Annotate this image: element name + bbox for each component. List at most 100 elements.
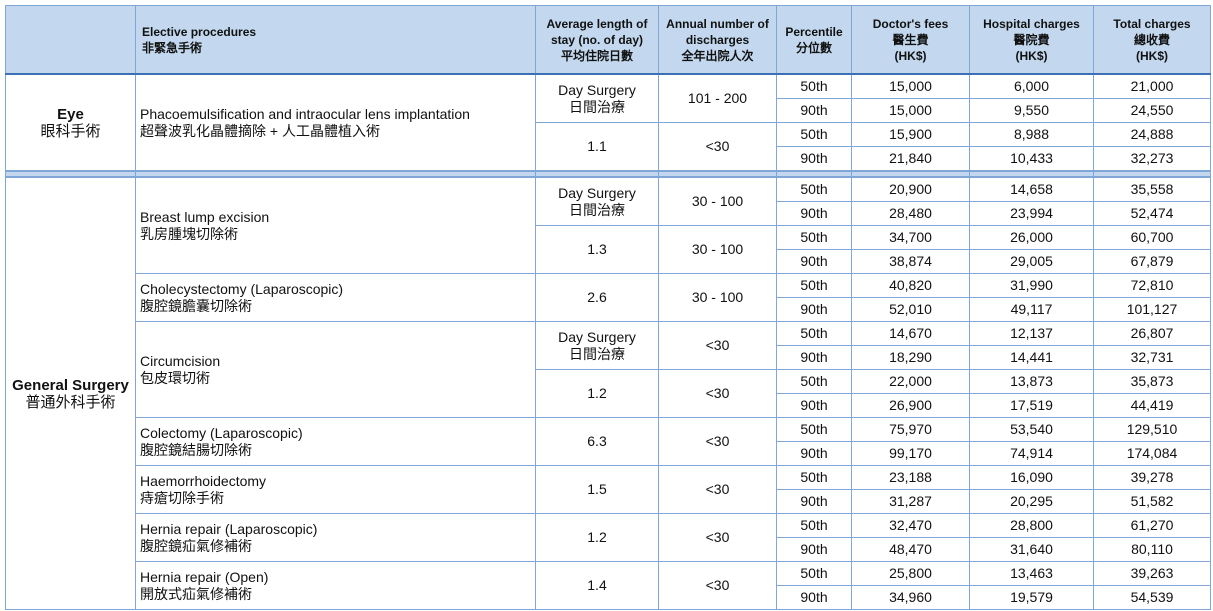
percentile-cell: 90th — [776, 201, 852, 226]
annual-discharges: <30 — [658, 465, 777, 514]
length-of-stay-value: Day Surgery — [558, 81, 636, 98]
percentile-cell: 50th — [776, 465, 852, 490]
category-name-en: General Surgery — [12, 376, 129, 394]
length-of-stay-value: Day Surgery — [558, 184, 636, 201]
hospital-charge-cell: 14,441 — [969, 345, 1094, 370]
doctor-fee-cell: 15,900 — [851, 122, 970, 147]
procedure-name-zh: 包皮環切術 — [140, 369, 210, 386]
doctor-fee-cell: 52,010 — [851, 297, 970, 322]
procedure-name-zh: 開放式疝氣修補術 — [140, 585, 252, 602]
length-of-stay: 2.6 — [535, 273, 659, 322]
total-charge-cell: 52,474 — [1093, 201, 1211, 226]
percentile-cell: 50th — [776, 321, 852, 346]
hospital-charge-cell: 28,800 — [969, 513, 1094, 538]
header-hospital-en: Hospital charges — [983, 16, 1080, 31]
doctor-fee-cell: 25,800 — [851, 561, 970, 586]
total-charge-cell: 26,807 — [1093, 321, 1211, 346]
header-percentile-zh: 分位數 — [795, 40, 832, 55]
table-row: Colectomy (Laparoscopic) 腹腔鏡結腸切除術 6.3 <30 50… — [6, 417, 1211, 466]
total-charge-cell: 72,810 — [1093, 273, 1211, 298]
procedure-name: Colectomy (Laparoscopic) 腹腔鏡結腸切除術 — [135, 417, 536, 466]
table-row: 1.1 <30 50th 15,900 8,988 24,888 — [6, 122, 1211, 172]
hospital-charge-cell: 31,640 — [969, 537, 1094, 562]
header-percentile: Percentile 分位數 — [776, 5, 852, 75]
procedure-name-en: Hernia repair (Open) — [140, 568, 269, 585]
length-of-stay: 1.3 — [535, 225, 659, 274]
table-row: Hernia repair (Open) 開放式疝氣修補術 1.4 <30 50th 25… — [6, 561, 1211, 610]
length-of-stay: 1.2 — [535, 369, 659, 418]
total-charge-cell: 174,084 — [1093, 441, 1211, 466]
length-of-stay-value: 6.3 — [587, 433, 607, 449]
header-row: Elective procedures 非緊急手術 Average length… — [5, 5, 1211, 75]
hospital-charge-cell: 53,540 — [969, 417, 1094, 442]
table-row: 90th 38,874 29,005 67,879 — [6, 249, 1211, 274]
hospital-charge-cell: 16,090 — [969, 465, 1094, 490]
percentile-cell: 50th — [776, 225, 852, 250]
hospital-charge-cell: 6,000 — [969, 73, 1094, 99]
percentile-cell: 90th — [776, 146, 852, 172]
percentile-cell: 90th — [776, 345, 852, 370]
table-row: Haemorrhoidectomy 痔瘡切除手術 1.5 <30 50th 23,188 1… — [6, 465, 1211, 514]
table-row: Cholecystectomy (Laparoscopic) 腹腔鏡膽囊切除術 2.… — [6, 273, 1211, 322]
length-of-stay: Day Surgery 日間治療 — [535, 73, 659, 123]
procedure-name-zh: 腹腔鏡疝氣修補術 — [140, 537, 252, 554]
percentile-cell: 90th — [776, 393, 852, 418]
length-of-stay-zh: 日間治療 — [569, 345, 625, 362]
hospital-charge-cell: 14,658 — [969, 176, 1094, 202]
header-doctor-fees: Doctor's fees 醫生費 (HK$) — [851, 5, 970, 75]
category-eye: Eye 眼科手術 — [5, 73, 136, 172]
total-charge-cell: 44,419 — [1093, 393, 1211, 418]
total-charge-cell: 39,278 — [1093, 465, 1211, 490]
header-procedure-zh: 非緊急手術 — [142, 40, 203, 55]
table-row: 1.3 30 - 100 50th 34,700 26,000 60,700 — [6, 225, 1211, 274]
annual-discharges: <30 — [658, 561, 777, 610]
percentile-cell: 50th — [776, 73, 852, 99]
length-of-stay-zh: 日間治療 — [569, 201, 625, 218]
percentile-cell: 50th — [776, 417, 852, 442]
header-total-zh: 總收費 — [1133, 32, 1170, 47]
doctor-fee-cell: 22,000 — [851, 369, 970, 394]
header-discharges: Annual number of discharges 全年出院人次 — [658, 5, 777, 75]
table-row: 90th 21,840 10,433 32,273 — [6, 146, 1211, 172]
percentile-cell: 50th — [776, 273, 852, 298]
table-row: 90th 52,010 49,117 101,127 — [6, 297, 1211, 322]
hospital-charge-cell: 23,994 — [969, 201, 1094, 226]
header-stay-zh: 平均住院日數 — [560, 48, 633, 63]
doctor-fee-cell: 75,970 — [851, 417, 970, 442]
header-total-unit: (HK$) — [1136, 48, 1168, 63]
annual-discharges: <30 — [658, 417, 777, 466]
total-charge-cell: 101,127 — [1093, 297, 1211, 322]
length-of-stay-value: Day Surgery — [558, 328, 636, 345]
percentile-cell: 50th — [776, 513, 852, 538]
total-charge-cell: 54,539 — [1093, 585, 1211, 610]
procedure-name-zh: 痔瘡切除手術 — [140, 489, 224, 506]
table-body: Eye 眼科手術 Phacoemulsification and intraocul… — [5, 73, 1211, 610]
length-of-stay: 1.1 — [535, 122, 659, 172]
procedure-name-en: Breast lump excision — [140, 208, 270, 225]
separator-cell — [1093, 170, 1211, 178]
hospital-charge-cell: 13,463 — [969, 561, 1094, 586]
header-procedure: Elective procedures 非緊急手術 — [135, 5, 536, 75]
doctor-fee-cell: 21,840 — [851, 146, 970, 172]
procedure-name: Hernia repair (Laparoscopic) 腹腔鏡疝氣修補術 — [135, 513, 536, 562]
total-charge-cell: 39,263 — [1093, 561, 1211, 586]
header-hospital-charges: Hospital charges 醫院費 (HK$) — [969, 5, 1094, 75]
doctor-fee-cell: 20,900 — [851, 176, 970, 202]
hospital-charge-cell: 49,117 — [969, 297, 1094, 322]
annual-discharges: <30 — [658, 513, 777, 562]
doctor-fee-cell: 23,188 — [851, 465, 970, 490]
hospital-charge-cell: 12,137 — [969, 321, 1094, 346]
percentile-cell: 50th — [776, 369, 852, 394]
doctor-fee-cell: 26,900 — [851, 393, 970, 418]
length-of-stay: 1.4 — [535, 561, 659, 610]
doctor-fee-cell: 99,170 — [851, 441, 970, 466]
category-name-zh: 眼科手術 — [40, 122, 101, 140]
procedure-name-en: Cholecystectomy (Laparoscopic) — [140, 280, 344, 297]
procedure-name-en: Circumcision — [140, 352, 221, 369]
annual-discharges: 30 - 100 — [658, 176, 777, 226]
hospital-charge-cell: 19,579 — [969, 585, 1094, 610]
doctor-fee-cell: 15,000 — [851, 98, 970, 123]
annual-discharges: 30 - 100 — [658, 225, 777, 274]
hospital-charge-cell: 13,873 — [969, 369, 1094, 394]
charges-table: Elective procedures 非緊急手術 Average length… — [5, 5, 1211, 610]
